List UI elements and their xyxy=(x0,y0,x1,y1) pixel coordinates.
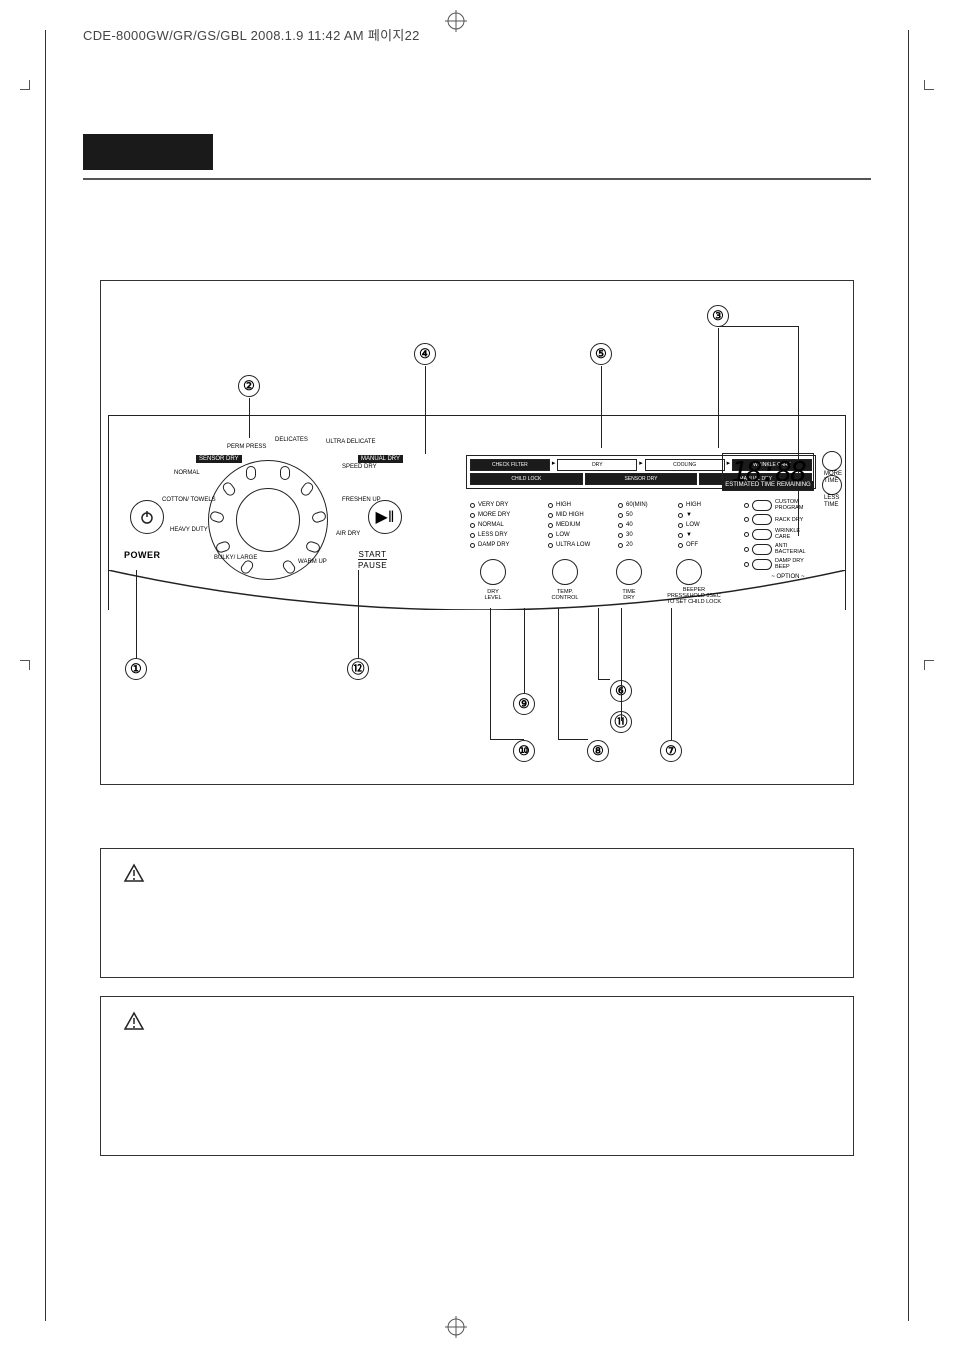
leader-line xyxy=(671,608,672,740)
play-pause-icon: ▶ǁ xyxy=(376,507,395,527)
status-pill: SENSOR DRY xyxy=(585,473,698,485)
warning-icon xyxy=(123,1011,145,1034)
section-tab xyxy=(83,134,213,170)
callout-9: ⑨ xyxy=(513,693,535,715)
crop-mark xyxy=(20,660,30,670)
registration-mark-top xyxy=(445,10,467,35)
time-column: 60(MIN) 50 40 30 20 xyxy=(618,500,684,550)
callout-1: ① xyxy=(125,658,147,680)
dry-level-column: VERY DRY MORE DRY NORMAL LESS DRY DAMP D… xyxy=(470,500,536,550)
document-header: CDE-8000GW/GR/GS/GBL 2008.1.9 11:42 AM 페… xyxy=(83,25,420,44)
leader-line xyxy=(558,608,559,740)
registration-mark-bottom xyxy=(445,1316,467,1341)
status-pill: CHECK FILTER xyxy=(470,459,550,471)
power-label: POWER xyxy=(124,550,161,560)
dial-label: WARM UP xyxy=(298,559,327,566)
callout-2: ② xyxy=(238,375,260,397)
beeper-column: HIGH ▼ LOW ▼ OFF xyxy=(678,500,744,550)
dial-label: FRESHEN UP xyxy=(342,497,381,504)
right-trim-line xyxy=(908,30,909,1321)
start-pause-label: START PAUSE xyxy=(358,550,387,570)
beeper-button[interactable] xyxy=(676,559,702,585)
temp-control-button[interactable] xyxy=(552,559,578,585)
option-button[interactable] xyxy=(752,529,772,540)
start-pause-button[interactable]: ▶ǁ xyxy=(368,500,402,534)
time-dry-button[interactable] xyxy=(616,559,642,585)
dial-label: BULKY/ LARGE xyxy=(214,555,257,562)
leader-line xyxy=(490,739,524,740)
warning-box-1 xyxy=(100,848,854,978)
callout-5: ⑤ xyxy=(590,343,612,365)
dry-level-label: DRY LEVEL xyxy=(468,589,518,601)
warning-icon xyxy=(123,863,145,886)
beeper-label: BEEPER PRESS&HOLD 3SEC TO SET CHILD LOCK xyxy=(664,587,724,605)
callout-10: ⑩ xyxy=(513,740,535,762)
option-button[interactable] xyxy=(752,514,772,525)
leader-line xyxy=(598,608,599,680)
crop-mark xyxy=(20,80,30,90)
option-button[interactable] xyxy=(752,544,772,555)
manual-dry-label: MANUAL DRY xyxy=(358,455,403,463)
status-pill: CHILD LOCK xyxy=(470,473,583,485)
more-time-button[interactable] xyxy=(822,451,842,471)
time-dry-label: TIME DRY xyxy=(604,589,654,601)
power-icon xyxy=(139,509,155,525)
sensor-dry-label: SENSOR DRY xyxy=(196,455,242,463)
dial-label: DELICATES xyxy=(275,437,308,444)
dial-label: PERM PRESS xyxy=(227,444,266,451)
leader-line xyxy=(598,679,610,680)
temp-control-label: TEMP. CONTROL xyxy=(540,589,590,601)
power-button[interactable] xyxy=(130,500,164,534)
crop-mark xyxy=(924,660,934,670)
dial-label: ULTRA DELICATE xyxy=(326,439,375,446)
est-time-label: ESTIMATED TIME REMAINING xyxy=(722,481,814,490)
status-pill: DRY xyxy=(557,459,637,471)
left-trim-line xyxy=(45,30,46,1321)
leader-line xyxy=(621,608,622,721)
option-section-label: ~ OPTION ~ xyxy=(744,574,832,580)
dial-label: SPEED DRY xyxy=(342,464,377,471)
dial-label: HEAVY DUTY xyxy=(170,527,208,534)
dry-level-button[interactable] xyxy=(480,559,506,585)
option-button[interactable] xyxy=(752,500,772,511)
callout-4: ④ xyxy=(414,343,436,365)
crop-mark xyxy=(924,80,934,90)
callout-3: ③ xyxy=(707,305,729,327)
dial-label: NORMAL xyxy=(174,470,200,477)
option-button[interactable] xyxy=(752,559,772,570)
leader-line xyxy=(490,608,491,740)
title-rule xyxy=(83,178,871,180)
status-pill: COOLING xyxy=(645,459,725,471)
dial-label: COTTON/ TOWELS xyxy=(162,497,216,504)
temp-column: HIGH MID HIGH MEDIUM LOW ULTRA LOW xyxy=(548,500,614,550)
callout-12: ⑫ xyxy=(347,658,369,680)
callout-7: ⑦ xyxy=(660,740,682,762)
callout-8: ⑧ xyxy=(587,740,609,762)
less-time-button[interactable] xyxy=(822,475,842,495)
options-column: CUSTOM PROGRAM RACK DRY WRINKLE CARE ANT… xyxy=(744,499,832,580)
control-panel: POWER ▶ǁ START PAUSE PERM PRESS DELICATE… xyxy=(108,415,846,610)
leader-line xyxy=(718,326,798,327)
warning-box-2 xyxy=(100,996,854,1156)
leader-line xyxy=(558,739,588,740)
dial-label: AIR DRY xyxy=(336,531,360,538)
leader-line xyxy=(524,608,525,693)
